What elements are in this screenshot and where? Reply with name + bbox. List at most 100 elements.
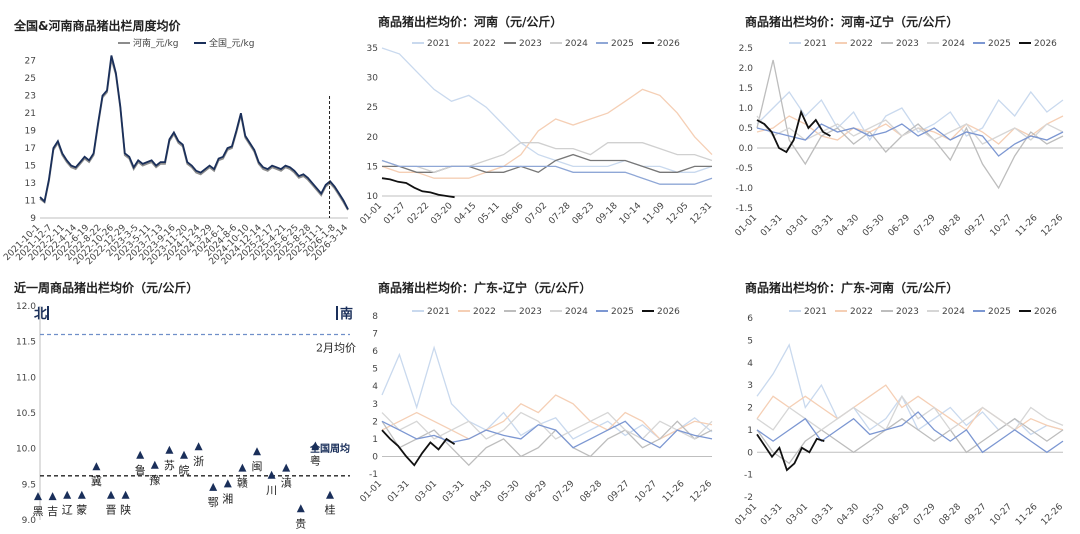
province-triangle <box>223 479 232 488</box>
province-marker: 粤 <box>310 441 321 468</box>
series-line-2026 <box>381 177 455 199</box>
legend-item: 2025 <box>973 39 1011 49</box>
legend-label: 河南_元/kg <box>133 37 178 49</box>
x-tick-label: 07-29 <box>551 479 577 505</box>
x-tick-label: 04-30 <box>836 213 862 239</box>
province-marker: 川 <box>266 470 277 497</box>
province-label: 皖 <box>179 463 190 477</box>
legend-label: 2021 <box>427 39 450 49</box>
y-tick-label: 25 <box>367 103 378 113</box>
y-tick-label: 2.5 <box>739 44 753 54</box>
y-tick-label: 3 <box>372 400 378 410</box>
y-tick-label: 2 <box>747 404 753 414</box>
x-tick-label: 11-26 <box>1014 213 1040 239</box>
province-triangle <box>63 490 72 499</box>
province-marker: 浙 <box>193 442 204 468</box>
legend-item: 2022 <box>835 307 873 317</box>
y-tick-label: 21 <box>25 109 36 119</box>
legend-item: 2021 <box>789 39 827 49</box>
province-triangle <box>194 442 203 451</box>
y-tick-label: 6 <box>747 314 753 324</box>
x-tick-label: 01-31 <box>759 213 785 239</box>
x-tick-label: 02-22 <box>406 201 432 227</box>
legend-item: 2021 <box>789 307 827 317</box>
legend-item: 2022 <box>458 39 496 49</box>
province-label: 川 <box>266 484 277 497</box>
province-triangle <box>77 490 86 499</box>
y-tick-label: 8 <box>372 312 378 322</box>
y-tick-label: -1.5 <box>735 204 753 214</box>
legend-label: 2024 <box>942 307 965 317</box>
x-tick-label: 05-30 <box>496 479 522 505</box>
feb-average-label: 2月均价 <box>316 342 356 355</box>
y-tick-label: 11.5 <box>16 338 36 348</box>
y-tick-label: 19 <box>25 127 37 137</box>
x-tick-label: 11-09 <box>641 201 667 227</box>
legend-label: 2021 <box>804 307 827 317</box>
x-tick-label: 01-31 <box>386 479 412 505</box>
province-marker: 晋 <box>106 490 117 517</box>
chart-p1: 全国&河南商品猪出栏周度均价91113151719212325272021-10… <box>2 18 350 267</box>
province-triangle <box>165 445 174 454</box>
chart-p3: 商品猪出栏均价：河南-辽宁（元/公斤） -1.5 -1.0 -0.5 0.0 0.5 1.0… <box>734 14 1066 239</box>
y-tick-label: 0.5 <box>739 124 753 134</box>
chart-title: 近一周商品猪出栏均价（元/公斤） <box>14 280 198 295</box>
x-tick-label: 09-27 <box>963 213 989 239</box>
y-tick-label: 10 <box>367 192 379 202</box>
legend-label: 2023 <box>896 39 919 49</box>
province-triangle <box>121 490 130 499</box>
legend-item: 2024 <box>927 307 965 317</box>
x-tick-label: 03-01 <box>785 213 811 239</box>
x-tick-label: 01-27 <box>382 201 408 227</box>
x-tick-label: 06-29 <box>524 479 550 505</box>
x-tick-label: 01-01 <box>734 502 760 528</box>
legend-label: 2026 <box>657 307 680 317</box>
x-tick-label: 03-20 <box>429 201 455 227</box>
province-triangle <box>311 441 320 450</box>
y-tick-label: 6 <box>372 347 378 357</box>
province-marker: 鲁 <box>135 450 146 477</box>
legend-item: 2021 <box>412 307 450 317</box>
province-marker: 湘 <box>222 479 233 505</box>
chart-title: 商品猪出栏均价：广东-辽宁（元/公斤） <box>378 280 591 295</box>
series-line-2025 <box>756 411 1064 454</box>
x-tick-label: 07-02 <box>524 201 550 227</box>
legend-item: 2022 <box>458 307 496 317</box>
y-tick-label: 10.5 <box>16 409 36 419</box>
province-label: 豫 <box>149 474 160 487</box>
chart-title: 商品猪出栏均价：广东-河南（元/公斤） <box>745 280 958 295</box>
y-tick-label: 11.0 <box>16 373 36 383</box>
series-line-2021 <box>381 345 713 440</box>
province-label: 贵 <box>295 517 306 530</box>
legend-item: 2024 <box>550 307 588 317</box>
x-tick-label: 12-26 <box>1040 213 1066 239</box>
y-tick-label: 27 <box>25 57 36 67</box>
x-tick-label: 12-31 <box>689 201 715 227</box>
legend-label: 2022 <box>850 39 873 49</box>
province-label: 粤 <box>310 454 321 468</box>
legend-label: 2026 <box>657 39 680 49</box>
national-average-label: 全国周均 <box>309 442 350 455</box>
legend-item: 2024 <box>927 39 965 49</box>
y-tick-label: 2.0 <box>739 64 754 74</box>
province-label: 苏 <box>164 459 175 472</box>
legend-item: 河南_元/kg <box>118 37 178 49</box>
province-triangle <box>136 450 145 459</box>
legend-item: 2023 <box>504 39 542 49</box>
y-tick-label: 3 <box>747 381 753 391</box>
province-marker: 贵 <box>295 504 306 530</box>
province-marker: 皖 <box>179 450 190 477</box>
province-triangle <box>209 482 218 491</box>
y-tick-label: 20 <box>367 133 379 143</box>
legend-label: 2026 <box>1034 307 1057 317</box>
x-tick-label: 10-14 <box>618 201 644 227</box>
province-marker: 黑 <box>33 492 44 518</box>
legend-label: 2024 <box>942 39 965 49</box>
legend-label: 2022 <box>473 39 496 49</box>
y-tick-label: 7 <box>372 330 378 340</box>
series-line-kg <box>39 58 349 211</box>
series-line-2025 <box>381 420 713 449</box>
legend-label: 2023 <box>519 39 542 49</box>
province-label: 陕 <box>120 503 131 517</box>
y-tick-label: -1 <box>369 470 378 480</box>
